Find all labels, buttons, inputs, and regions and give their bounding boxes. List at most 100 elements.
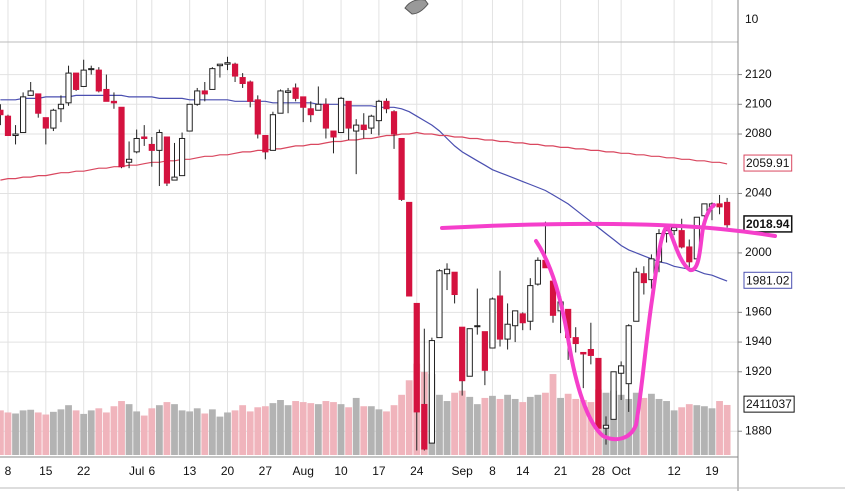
candle-body [118, 106, 125, 168]
y-tick-label: 1880 [745, 423, 772, 437]
volume-bar [443, 401, 451, 455]
x-tick-label: 17 [372, 464, 386, 478]
volume-bar [299, 402, 307, 455]
volume-bar [685, 404, 693, 455]
volume-bar [216, 416, 224, 455]
y-tick-label: 2040 [745, 186, 772, 200]
volume-bar [723, 404, 731, 455]
volume-bar [277, 400, 284, 455]
volume-bar [87, 410, 95, 455]
volume-bar [224, 412, 231, 455]
candle-body [35, 93, 42, 114]
candle-body [519, 313, 526, 324]
candle-body [345, 100, 352, 129]
volume-bar [519, 402, 527, 455]
volume-bar [231, 410, 239, 455]
candle-body [474, 325, 481, 328]
candle-body [451, 271, 458, 296]
y-tick-label: 2080 [745, 126, 772, 140]
y-tick-label: 1960 [745, 305, 772, 319]
x-tick-label: 10 [334, 464, 348, 478]
volume-bar [489, 395, 496, 455]
volume-bar [648, 393, 655, 455]
candle-body [534, 259, 541, 285]
candle-body [125, 158, 133, 163]
volume-bar [19, 410, 27, 455]
annotations [440, 203, 777, 442]
candle-body [527, 285, 534, 322]
volume-bar [640, 397, 648, 455]
candle-body [95, 69, 102, 92]
candle-body [163, 136, 171, 184]
last-value-label: 2018.94 [746, 217, 790, 231]
candle-body [103, 88, 110, 102]
y-tick-label: 2100 [745, 96, 772, 110]
candle-body [678, 230, 685, 248]
candle-body [580, 351, 587, 355]
volume-bar [178, 410, 186, 455]
volume-bar [511, 398, 519, 455]
candle-body [724, 201, 731, 226]
volume-bar [526, 396, 534, 455]
candle-body [4, 115, 12, 137]
volume-bar [367, 406, 375, 455]
candle-body [504, 323, 511, 340]
volume-bar [360, 406, 368, 455]
volume-bar [57, 409, 65, 455]
candle-body [133, 137, 140, 153]
candle-body [12, 133, 19, 137]
candle-body [572, 337, 579, 345]
candle-body [315, 103, 322, 111]
x-tick-label: 28 [592, 464, 606, 478]
volume-bar [534, 394, 542, 455]
volume-bar [72, 410, 80, 455]
volume-bar [193, 408, 201, 455]
candle-body [322, 103, 330, 129]
y-tick-label: 1920 [745, 364, 772, 378]
x-tick-label: 27 [259, 464, 273, 478]
volume-bar [12, 413, 19, 455]
candle-body [390, 111, 398, 135]
x-tick-label: 24 [410, 464, 424, 478]
volume-bar [345, 407, 353, 455]
volume-bar [352, 397, 360, 455]
candle-body [413, 302, 420, 413]
volume-bar [587, 402, 595, 455]
volume-bar [451, 392, 458, 455]
candles [0, 56, 731, 451]
x-tick-label: 6 [148, 464, 155, 478]
candle-body [292, 87, 299, 99]
candle-body [254, 99, 261, 135]
candle-body [224, 62, 231, 65]
volume-bar [118, 401, 125, 455]
x-tick-label: 20 [221, 464, 235, 478]
volume-bar [617, 394, 625, 455]
candle-body [648, 258, 655, 281]
candle-body [330, 130, 337, 138]
candle-body [618, 365, 625, 374]
candle-body [57, 103, 65, 110]
last-value-box [743, 215, 793, 233]
x-tick-label: 22 [77, 464, 91, 478]
candle-body [443, 268, 451, 275]
candle-body [50, 109, 57, 129]
last-value-box [743, 154, 793, 172]
x-tick-label: Oct [612, 464, 631, 478]
volume-bar [375, 409, 383, 455]
volume-bar [80, 413, 88, 455]
candle-body [186, 103, 193, 132]
volume-bar [292, 401, 300, 455]
volume-bar [383, 411, 390, 455]
candle-body [284, 90, 292, 93]
volume-bar [481, 397, 489, 455]
volume-bar [610, 390, 617, 455]
candle-body [625, 325, 632, 385]
candle-body [0, 109, 4, 116]
volume-bar [208, 409, 216, 455]
last-value-label: 1981.02 [746, 273, 790, 287]
candle-body [277, 90, 284, 114]
candle-body [686, 246, 693, 263]
candle-body [481, 331, 488, 371]
